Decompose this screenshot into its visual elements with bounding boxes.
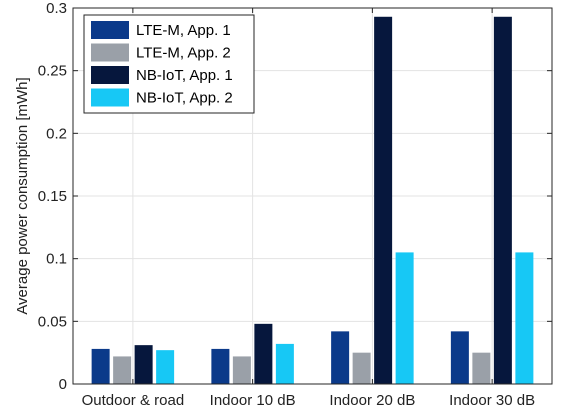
y-tick-label: 0.3 xyxy=(46,0,67,17)
bars xyxy=(91,16,534,384)
bar xyxy=(156,350,175,384)
bar xyxy=(374,16,393,384)
y-axis-label: Average power consumption [mWh] xyxy=(14,77,31,314)
y-tick-label: 0 xyxy=(59,376,67,393)
legend-swatch xyxy=(91,66,129,84)
x-tick-label: Indoor 20 dB xyxy=(329,392,415,409)
legend-label: NB-IoT, App. 2 xyxy=(136,90,233,107)
x-tick-label: Outdoor & road xyxy=(82,392,185,409)
legend-swatch xyxy=(91,43,129,62)
y-tick-label: 0.25 xyxy=(38,63,67,80)
bar xyxy=(254,323,273,384)
x-tick-label: Indoor 30 dB xyxy=(449,392,535,409)
bar xyxy=(395,252,414,384)
bar xyxy=(472,352,491,384)
bar xyxy=(113,356,132,384)
x-tick-label: Indoor 10 dB xyxy=(210,392,296,409)
bar xyxy=(91,348,110,384)
bar xyxy=(232,356,251,384)
bar xyxy=(275,343,294,384)
legend-swatch xyxy=(91,21,129,39)
bar xyxy=(450,331,469,384)
bar xyxy=(352,352,371,384)
bar xyxy=(134,345,153,384)
legend-label: LTE-M, App. 2 xyxy=(136,45,231,62)
legend-swatch xyxy=(91,88,129,107)
legend: LTE-M, App. 1 LTE-M, App. 2 NB-IoT, App. 1… xyxy=(83,14,255,114)
bar xyxy=(493,16,512,384)
x-axis-ticks: Outdoor & road Indoor 10 dB Indoor 20 dB In… xyxy=(82,8,535,409)
y-tick-label: 0.1 xyxy=(46,251,67,268)
bar xyxy=(515,252,534,384)
y-tick-label: 0.15 xyxy=(38,188,67,205)
y-tick-label: 0.05 xyxy=(38,313,67,330)
bar xyxy=(331,331,350,384)
legend-label: LTE-M, App. 1 xyxy=(136,22,231,39)
legend-label: NB-IoT, App. 1 xyxy=(136,67,233,84)
bar xyxy=(211,348,230,384)
y-axis-ticks: 0 0.05 0.1 0.15 0.2 0.25 0.3 xyxy=(38,0,552,393)
y-tick-label: 0.2 xyxy=(46,125,67,142)
